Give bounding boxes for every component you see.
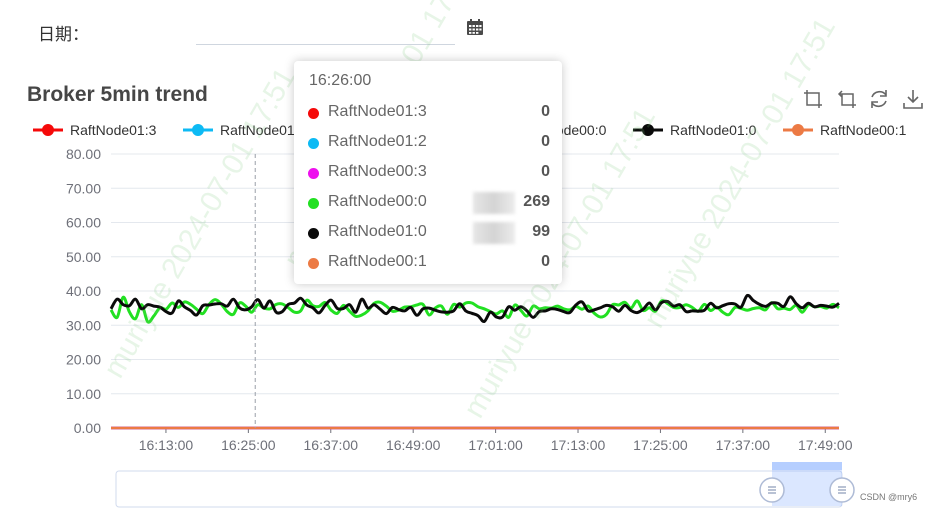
tooltip-series-name: RaftNode01:0 xyxy=(328,223,427,240)
series-color-dot xyxy=(308,228,319,239)
tooltip-series-name: RaftNode01:3 xyxy=(328,103,427,120)
date-label: 日期： xyxy=(38,25,89,44)
legend-marker xyxy=(42,124,54,136)
y-tick-label: 20.00 xyxy=(66,352,101,368)
legend-label: RaftNode00:1 xyxy=(820,122,907,138)
legend-marker xyxy=(642,124,654,136)
chart-toolbox xyxy=(802,88,926,110)
y-tick-label: 10.00 xyxy=(66,386,101,402)
y-tick-label: 0.00 xyxy=(74,420,101,436)
date-input[interactable] xyxy=(196,18,455,45)
tooltip-row: RaftNode00:3 0 xyxy=(308,161,550,185)
tooltip-series-name: RaftNode00:1 xyxy=(328,253,427,270)
tooltip-series-value: 0 xyxy=(541,103,550,120)
tooltip-time: 16:26:00 xyxy=(309,72,372,89)
datazoom-move-handle xyxy=(772,462,842,470)
chart-title: Broker 5min trend xyxy=(27,83,208,106)
y-axis: 0.00 10.00 20.00 30.00 40.00 50.00 60.00 70.00 8… xyxy=(66,146,101,436)
chart-tooltip: 16:26:00 RaftNode01:3 0 RaftNode01:2 0 R… xyxy=(294,61,562,284)
y-tick-label: 50.00 xyxy=(66,249,101,265)
y-tick-label: 30.00 xyxy=(66,317,101,333)
zoom-icon[interactable] xyxy=(802,88,824,110)
y-tick-label: 70.00 xyxy=(66,180,101,196)
tooltip-row: RaftNode01:0 99 xyxy=(308,221,550,245)
legend-marker xyxy=(792,124,804,136)
x-tick-label: 17:13:00 xyxy=(551,437,606,453)
zoom-reset-icon[interactable] xyxy=(836,88,858,110)
x-axis: 16:13:00 16:25:00 16:37:00 16:49:00 17:01:00… xyxy=(139,428,853,453)
legend-label: RaftNode01:0 xyxy=(670,122,757,138)
series-color-dot xyxy=(308,258,319,269)
legend-label: RaftNode01:2 xyxy=(220,122,307,138)
datazoom-selected-range xyxy=(772,462,842,506)
tooltip-series-value: 0 xyxy=(541,253,550,270)
series-color-dot xyxy=(308,108,319,119)
legend-marker xyxy=(192,124,204,136)
x-tick-label: 16:13:00 xyxy=(139,437,194,453)
y-tick-label: 60.00 xyxy=(66,215,101,231)
credit-text: CSDN @mry6 xyxy=(860,492,918,502)
legend-label: RaftNode01:3 xyxy=(70,122,157,138)
y-tick-label: 80.00 xyxy=(66,146,101,162)
tooltip-row: RaftNode00:0 269 xyxy=(308,191,550,215)
series-color-dot xyxy=(308,138,319,149)
save-image-icon[interactable] xyxy=(902,88,924,110)
tooltip-row: RaftNode01:3 0 xyxy=(308,101,550,125)
tooltip-series-value: 0 xyxy=(541,163,550,180)
x-tick-label: 17:37:00 xyxy=(716,437,771,453)
tooltip-series-name: RaftNode01:2 xyxy=(328,133,427,150)
x-tick-label: 16:37:00 xyxy=(304,437,359,453)
tooltip-series-value: 99 xyxy=(532,223,550,240)
restore-icon[interactable] xyxy=(868,88,890,110)
series-line-raftnode00-0 xyxy=(109,295,840,324)
calendar-icon[interactable] xyxy=(466,18,484,36)
series-line-raftnode01-0 xyxy=(109,293,840,324)
chart-series xyxy=(109,293,840,430)
redacted-blur xyxy=(473,222,515,244)
tooltip-row: RaftNode00:1 0 xyxy=(308,251,550,275)
redacted-blur xyxy=(473,192,515,214)
datazoom-slider[interactable] xyxy=(115,462,855,508)
series-color-dot xyxy=(308,198,319,209)
tooltip-series-name: RaftNode00:3 xyxy=(328,163,427,180)
x-tick-label: 17:25:00 xyxy=(633,437,688,453)
datazoom-track xyxy=(115,470,843,508)
x-tick-label: 17:01:00 xyxy=(468,437,523,453)
tooltip-series-value: 269 xyxy=(523,193,550,210)
x-tick-label: 17:49:00 xyxy=(798,437,853,453)
y-tick-label: 40.00 xyxy=(66,283,101,299)
series-color-dot xyxy=(308,168,319,179)
tooltip-row: RaftNode01:2 0 xyxy=(308,131,550,155)
tooltip-series-name: RaftNode00:0 xyxy=(328,193,427,210)
tooltip-series-value: 0 xyxy=(541,133,550,150)
x-tick-label: 16:49:00 xyxy=(386,437,441,453)
x-tick-label: 16:25:00 xyxy=(221,437,276,453)
